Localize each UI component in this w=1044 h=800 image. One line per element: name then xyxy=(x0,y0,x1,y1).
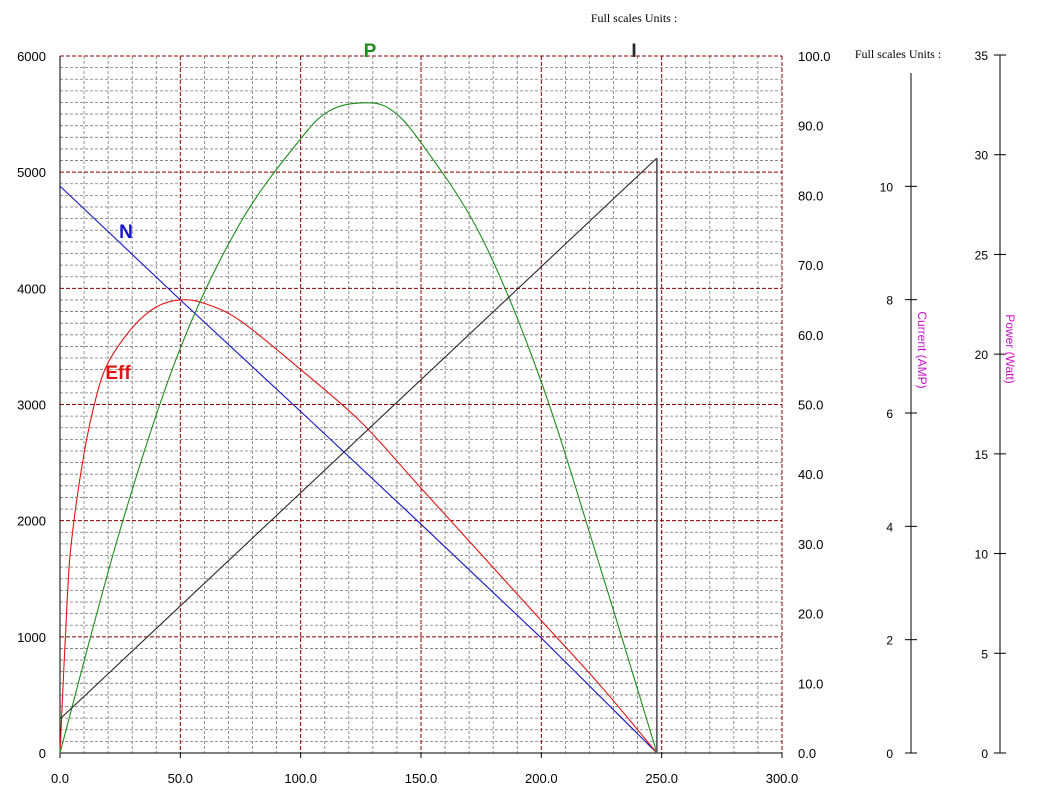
current-axis-title: Current (AMP) xyxy=(915,311,929,388)
y-left-tick-label: 4000 xyxy=(17,281,46,296)
series-label-n: N xyxy=(119,222,133,243)
y-right-tick-label: 20.0 xyxy=(798,607,823,622)
y-right-tick-label: 80.0 xyxy=(798,188,823,203)
y-right-tick-label: 50.0 xyxy=(798,398,823,413)
power-axis-title: Power (Watt) xyxy=(1003,314,1017,384)
tick-labels: 0.0 50.0 100.0 150.0 200.0 250.0 300.001000200… xyxy=(17,41,1017,786)
x-tick-label: 300.0 xyxy=(766,771,799,786)
y-left-tick-label: 0 xyxy=(39,746,46,761)
series-line-eff xyxy=(59,299,658,754)
grid xyxy=(60,55,783,753)
series-label-p: P xyxy=(364,41,377,62)
top-header: Full scales Units : xyxy=(591,11,677,25)
x-tick-label: 200.0 xyxy=(525,771,558,786)
current-tick-label: 10 xyxy=(880,180,894,194)
y-left-tick-label: 2000 xyxy=(17,514,46,529)
current-tick-label: 0 xyxy=(886,747,893,761)
current-tick-label: 6 xyxy=(886,407,893,421)
current-tick-label: 8 xyxy=(886,294,893,308)
current-tick-label: 4 xyxy=(886,520,893,534)
power-tick-label: 20 xyxy=(975,348,989,362)
x-tick-label: 150.0 xyxy=(405,771,438,786)
series-line-i xyxy=(59,157,658,720)
y-right-tick-label: 100.0 xyxy=(798,49,831,64)
power-tick-label: 25 xyxy=(975,248,989,262)
x-tick-label: 250.0 xyxy=(645,771,678,786)
y-left-tick-label: 1000 xyxy=(17,630,46,645)
x-tick-label: 100.0 xyxy=(284,771,317,786)
power-tick-label: 5 xyxy=(981,647,988,661)
series xyxy=(59,102,658,754)
current-tick-label: 2 xyxy=(886,634,893,648)
y-left-tick-label: 3000 xyxy=(17,398,46,413)
y-right-tick-label: 70.0 xyxy=(798,258,823,273)
y-left-tick-label: 6000 xyxy=(17,49,46,64)
series-line-p xyxy=(59,102,658,754)
y-right-tick-label: 30.0 xyxy=(798,537,823,552)
power-tick-label: 35 xyxy=(975,49,989,63)
x-tick-label: 0.0 xyxy=(51,771,69,786)
y-right-tick-label: 0.0 xyxy=(798,746,816,761)
y-right-tick-label: 40.0 xyxy=(798,467,823,482)
power-tick-label: 15 xyxy=(975,448,989,462)
y-right-tick-label: 60.0 xyxy=(798,328,823,343)
power-tick-label: 30 xyxy=(975,149,989,163)
series-label-eff: Eff xyxy=(105,363,131,384)
series-line-n xyxy=(59,185,658,754)
y-right-tick-label: 10.0 xyxy=(798,676,823,691)
axes xyxy=(59,54,1006,758)
x-tick-label: 50.0 xyxy=(168,771,193,786)
right-header: Full scales Units : xyxy=(855,47,941,61)
y-left-tick-label: 5000 xyxy=(17,165,46,180)
y-right-tick-label: 90.0 xyxy=(798,119,823,134)
series-label-i: I xyxy=(631,41,636,62)
power-tick-label: 10 xyxy=(975,548,989,562)
power-tick-label: 0 xyxy=(981,747,988,761)
